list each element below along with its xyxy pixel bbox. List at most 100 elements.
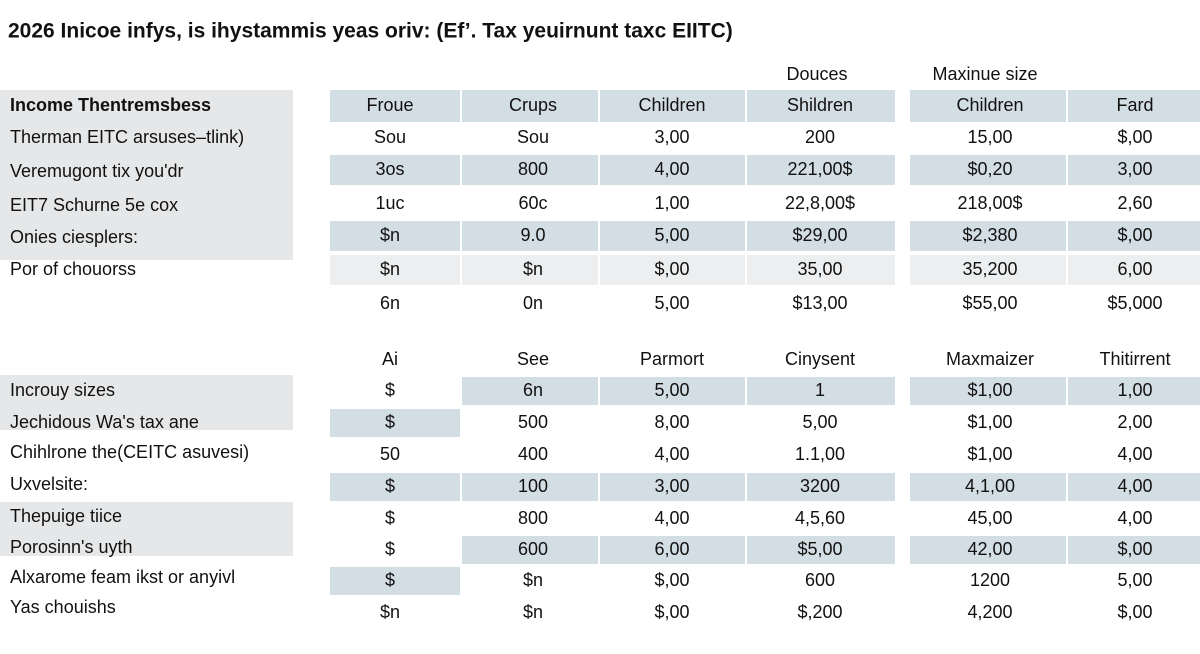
cell: 4,00: [1117, 444, 1152, 464]
cell-bg: [747, 255, 895, 285]
cell-bg: [910, 221, 1066, 251]
label-bg: [0, 502, 293, 556]
cell-bg: [330, 567, 460, 595]
cell: $,00: [1117, 602, 1152, 622]
cell: 8,00: [654, 412, 689, 432]
row-label: Income Thentremsbess: [10, 95, 211, 115]
row-label: Chihlrone the(CEITC asuvesi): [10, 442, 249, 462]
cell-bg: [1068, 536, 1200, 564]
cell: 500: [518, 412, 548, 432]
cell: 9.0: [520, 225, 545, 245]
cell-bg: [600, 536, 745, 564]
cell: $: [385, 476, 395, 496]
cell-bg: [600, 90, 745, 122]
cell-bg: [330, 155, 460, 185]
cell: $: [385, 380, 395, 400]
cell: $1,00: [967, 380, 1012, 400]
cell: 5,00: [654, 225, 689, 245]
cell-bg: [330, 221, 460, 251]
cell: Sou: [517, 127, 549, 147]
row-label: Incrouy sizes: [10, 380, 115, 400]
cell-bg: [600, 255, 745, 285]
cell-bg: [462, 90, 598, 122]
cell: 4,5,60: [795, 508, 845, 528]
cell: 4,00: [1117, 508, 1152, 528]
cell: $,00: [1117, 127, 1152, 147]
cell: $,200: [797, 602, 842, 622]
cell: 3,00: [654, 127, 689, 147]
cell-bg: [747, 473, 895, 501]
cell: $n: [380, 259, 400, 279]
cell-bg: [462, 155, 598, 185]
cell: 4,200: [967, 602, 1012, 622]
column-header: Maxmaizer: [946, 349, 1034, 369]
cell: $29,00: [792, 225, 847, 245]
cell: 3,00: [1117, 159, 1152, 179]
row-label: EIT7 Schurne 5e cox: [10, 195, 178, 215]
cell-bg: [462, 377, 598, 405]
cell: 800: [518, 159, 548, 179]
cell-bg: [1068, 473, 1200, 501]
column-header: See: [517, 349, 549, 369]
cell: 1,00: [654, 193, 689, 213]
cell: $,00: [654, 602, 689, 622]
cell: 4,00: [1117, 476, 1152, 496]
column-header: Fard: [1116, 95, 1153, 115]
cell: 3os: [375, 159, 404, 179]
cell: 22,8,00$: [785, 193, 855, 213]
cell: $13,00: [792, 293, 847, 313]
cell: 3200: [800, 476, 840, 496]
cell-bg: [330, 90, 460, 122]
cell: $0,20: [967, 159, 1012, 179]
cell: 800: [518, 508, 548, 528]
cell: 600: [518, 539, 548, 559]
cell: 4,00: [654, 508, 689, 528]
row-label: Yas chouishs: [10, 597, 116, 617]
cell-bg: [910, 473, 1066, 501]
cell: 15,00: [967, 127, 1012, 147]
cell-bg: [747, 377, 895, 405]
row-label: Jechidous Wa's tax ane: [10, 412, 199, 432]
column-header: Children: [638, 95, 705, 115]
cell-bg: [330, 473, 460, 501]
cell: 2,00: [1117, 412, 1152, 432]
cell: 1.1,00: [795, 444, 845, 464]
cell: 5,00: [654, 380, 689, 400]
cell: 35,00: [797, 259, 842, 279]
cell: 1uc: [375, 193, 404, 213]
cell: 2,60: [1117, 193, 1152, 213]
cell-bg: [910, 536, 1066, 564]
cell: $5,000: [1107, 293, 1162, 313]
row-label: Onies ciesplers:: [10, 227, 138, 247]
cell-bg: [910, 155, 1066, 185]
cell-bg: [600, 377, 745, 405]
row-label: Veremugont tix you'dr: [10, 161, 184, 181]
title: 2026 Inicoe infys, is ihystammis yeas or…: [8, 20, 733, 43]
cell-bg: [747, 536, 895, 564]
cell-bg: [600, 155, 745, 185]
cell: $n: [380, 602, 400, 622]
cell-bg: [747, 155, 895, 185]
cell: $,00: [1117, 225, 1152, 245]
cell: 100: [518, 476, 548, 496]
column-header: Parmort: [640, 349, 704, 369]
cell-bg: [747, 221, 895, 251]
row-label: Therman EITC arsuses–tlink): [10, 127, 244, 147]
cell: $5,00: [797, 539, 842, 559]
row-label: Porosinn's uyth: [10, 537, 133, 557]
group-header: Maxinue size: [932, 64, 1037, 84]
cell: 1: [815, 380, 825, 400]
cell: 4,1,00: [965, 476, 1015, 496]
cell-bg: [747, 90, 895, 122]
cell: $n: [523, 602, 543, 622]
cell: 6,00: [1117, 259, 1152, 279]
cell-bg: [1068, 255, 1200, 285]
cell-bg: [910, 255, 1066, 285]
cell: $,00: [654, 570, 689, 590]
cell: 600: [805, 570, 835, 590]
cell: $: [385, 539, 395, 559]
cell-bg: [600, 473, 745, 501]
cell: $: [385, 570, 395, 590]
cell: $: [385, 508, 395, 528]
